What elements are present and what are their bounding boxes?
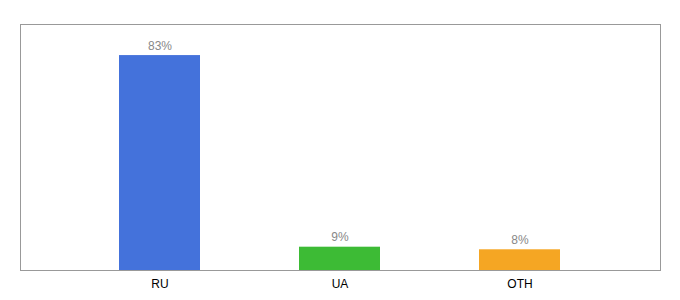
svg-text:9%: 9% [331, 230, 349, 244]
svg-text:83%: 83% [148, 39, 172, 53]
svg-text:OTH: OTH [507, 277, 532, 291]
svg-text:8%: 8% [511, 233, 529, 247]
svg-text:UA: UA [332, 277, 349, 291]
svg-text:RU: RU [151, 277, 168, 291]
